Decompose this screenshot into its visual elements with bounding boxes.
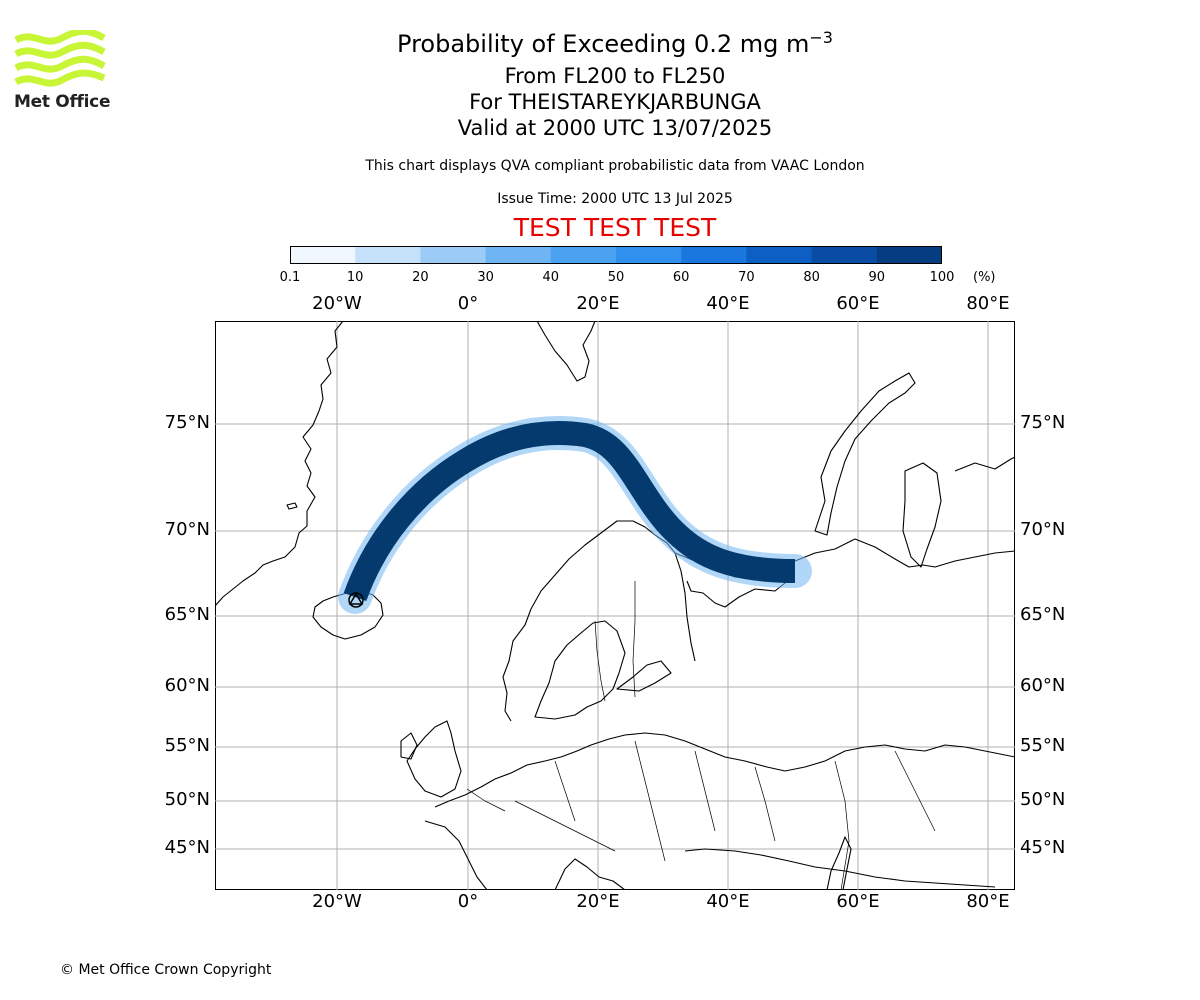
flight-level-range: From FL200 to FL250 [504, 64, 726, 88]
latitude-label-right: 65°N [1020, 604, 1066, 625]
colorbar-unit: (%) [973, 270, 996, 285]
colorbar-segment [811, 246, 878, 264]
longitude-label: 80°E [966, 293, 1010, 314]
longitude-label: 60°E [836, 891, 880, 912]
latitude-label-left: 50°N [164, 789, 210, 810]
probability-colorbar [290, 246, 942, 264]
ash-plume-probability-band [338, 416, 812, 614]
issue-time: Issue Time: 2000 UTC 13 Jul 2025 [497, 191, 733, 207]
colorbar-tick-label: 30 [477, 270, 494, 285]
colorbar-segment [616, 246, 682, 264]
longitude-label: 20°W [312, 891, 362, 912]
colorbar-tick-label: 20 [412, 270, 429, 285]
met-office-logo-icon [14, 30, 106, 87]
longitude-label: 20°W [312, 293, 362, 314]
longitude-label: 40°E [706, 293, 750, 314]
volcano-symbol-icon [348, 592, 364, 608]
latitude-label-left: 60°N [164, 675, 210, 696]
latitude-label-right: 45°N [1020, 837, 1066, 858]
copyright-notice: © Met Office Crown Copyright [60, 962, 272, 978]
longitude-label: 0° [457, 293, 479, 314]
map-gridlines [215, 321, 1015, 890]
colorbar-tick-label: 100 [929, 270, 955, 285]
latitude-label-right: 55°N [1020, 735, 1066, 756]
colorbar-tick-label: 80 [803, 270, 820, 285]
colorbar-segment [746, 246, 813, 264]
latitude-label-right: 60°N [1020, 675, 1066, 696]
longitude-label: 60°E [836, 293, 880, 314]
colorbar-segment [681, 246, 747, 264]
chart-title: Probability of Exceeding 0.2 mg m−3 [397, 28, 833, 58]
volcano-name: For THEISTAREYKJARBUNGA [469, 90, 761, 114]
latitude-label-right: 50°N [1020, 789, 1066, 810]
latitude-label-left: 70°N [164, 519, 210, 540]
colorbar-tick-label: 60 [672, 270, 690, 285]
colorbar-tick-label: 10 [346, 270, 364, 285]
longitude-label: 80°E [966, 891, 1010, 912]
longitude-label: 40°E [706, 891, 750, 912]
latitude-label-left: 65°N [164, 604, 210, 625]
latitude-label-right: 75°N [1020, 412, 1066, 433]
colorbar-segment [290, 246, 356, 264]
chart-description: This chart displays QVA compliant probab… [365, 158, 865, 174]
longitude-label: 0° [457, 891, 479, 912]
met-office-logo-text: Met Office [14, 92, 111, 112]
valid-time: Valid at 2000 UTC 13/07/2025 [457, 116, 773, 140]
latitude-label-left: 75°N [164, 412, 210, 433]
latitude-label-left: 55°N [164, 735, 210, 756]
colorbar-tick-label: 70 [738, 270, 755, 285]
test-banner: TEST TEST TEST [513, 213, 717, 242]
colorbar-tick-label: 0.1 [279, 270, 301, 285]
latitude-label-right: 70°N [1020, 519, 1066, 540]
colorbar-tick-label: 50 [607, 270, 625, 285]
colorbar-segment [355, 246, 421, 264]
colorbar-segment [876, 246, 942, 264]
colorbar-segment [485, 246, 552, 264]
map-panel [215, 321, 1015, 890]
longitude-label: 20°E [576, 293, 620, 314]
country-borders [466, 581, 936, 890]
colorbar-segment [420, 246, 487, 264]
colorbar-tick-label: 90 [868, 270, 886, 285]
colorbar-segment [550, 246, 617, 264]
plume-core [343, 421, 796, 602]
latitude-label-left: 45°N [164, 837, 210, 858]
colorbar-tick-label: 40 [542, 270, 560, 285]
longitude-label: 20°E [576, 891, 620, 912]
